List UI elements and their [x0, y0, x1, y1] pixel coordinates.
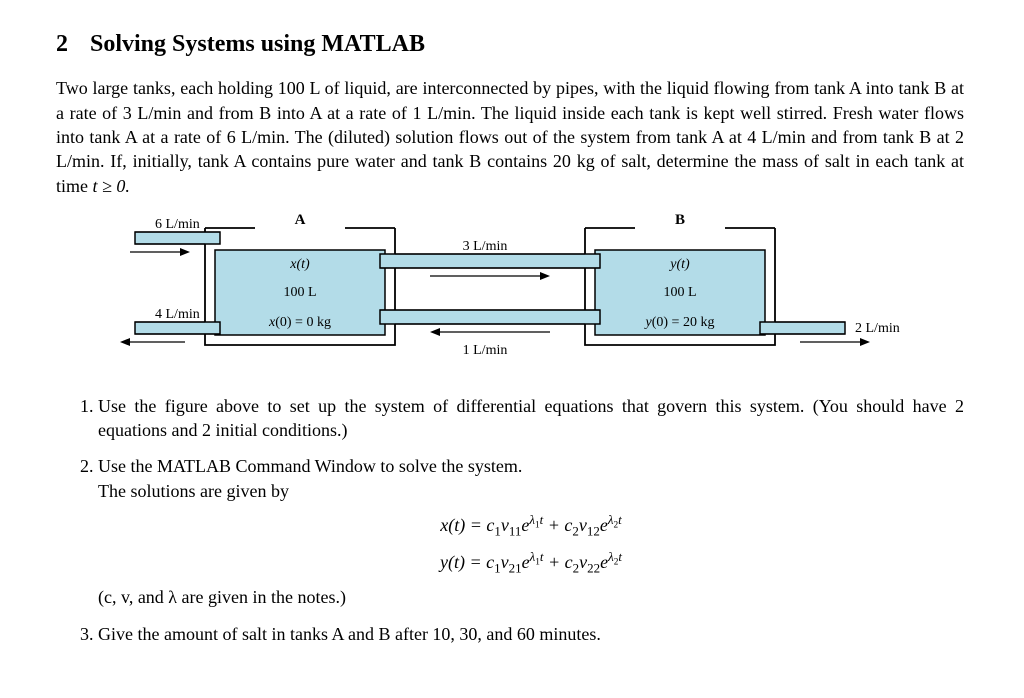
label-yt: y(t): [668, 257, 690, 272]
question-2: Use the MATLAB Command Window to solve t…: [98, 454, 964, 609]
section-title: Solving Systems using MATLAB: [90, 31, 425, 57]
equation-y: y(t) = c1v21eλ1t + c2v22eλ2t: [98, 548, 964, 577]
label-tank-b: B: [675, 212, 685, 228]
label-ic-b: y(0) = 20 kg: [644, 315, 715, 330]
question-list: Use the figure above to set up the syste…: [56, 394, 964, 646]
label-xt: x(t): [289, 257, 310, 272]
label-pipe-ba: 1 L/min: [463, 343, 508, 358]
label-outflow-b: 2 L/min: [855, 321, 900, 336]
question-3: Give the amount of salt in tanks A and B…: [98, 622, 964, 646]
tank-figure: A B 6 L/min 4 L/min 2 L/min 3 L/min 1 L/…: [100, 210, 920, 380]
label-pipe-ab: 3 L/min: [463, 239, 508, 254]
equation-x: x(t) = c1v11eλ1t + c2v12eλ2t: [98, 511, 964, 540]
label-outflow-a: 4 L/min: [155, 307, 200, 322]
label-inflow-a: 6 L/min: [155, 217, 200, 232]
label-vol-a: 100 L: [283, 285, 316, 300]
question-2-note: (c, v, and λ are given in the notes.): [98, 587, 346, 607]
problem-statement: Two large tanks, each holding 100 L of l…: [56, 76, 964, 197]
label-vol-b: 100 L: [663, 285, 696, 300]
question-1: Use the figure above to set up the syste…: [98, 394, 964, 443]
section-heading: 2 Solving Systems using MATLAB: [56, 28, 964, 60]
section-number: 2: [56, 28, 68, 60]
label-ic-a: x(0) = 0 kg: [268, 315, 331, 330]
label-tank-a: A: [295, 212, 306, 228]
